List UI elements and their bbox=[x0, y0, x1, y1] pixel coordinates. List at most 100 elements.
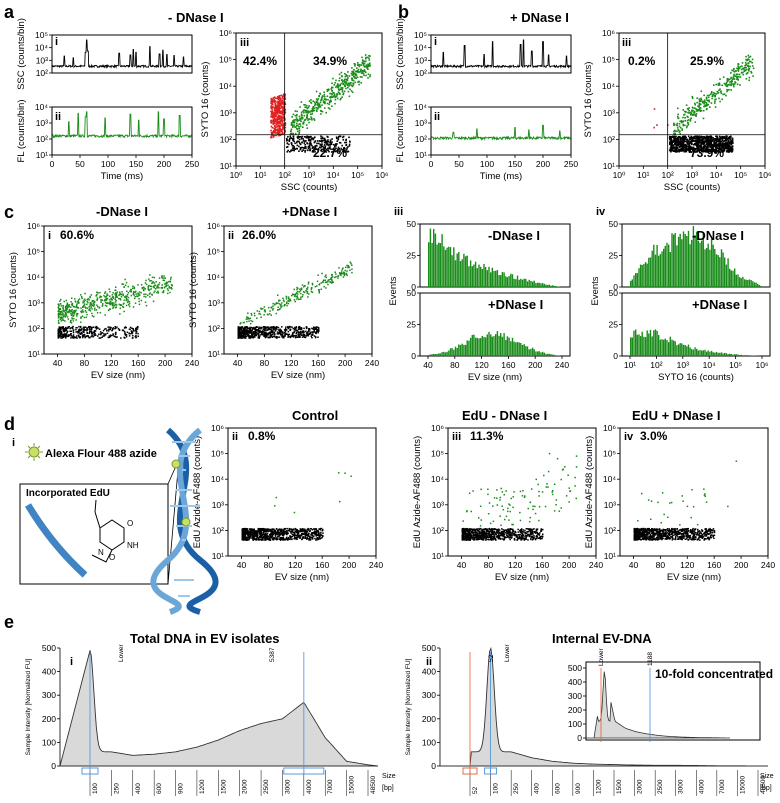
scatter-point bbox=[132, 292, 135, 294]
scatter-point bbox=[80, 307, 82, 309]
scatter-point bbox=[299, 125, 302, 127]
scatter-point bbox=[64, 312, 66, 314]
scatter-point bbox=[712, 146, 714, 149]
scatter-point bbox=[672, 144, 675, 146]
scatter-point bbox=[706, 99, 708, 102]
scatter-point bbox=[711, 147, 713, 149]
scatter-point bbox=[135, 330, 138, 333]
scatter-point bbox=[252, 336, 255, 338]
scatter-point bbox=[338, 73, 341, 76]
scatter-point bbox=[314, 147, 317, 149]
scatter-point bbox=[135, 328, 138, 331]
scatter-point bbox=[257, 336, 259, 339]
c-ii-x-tick-label: 80 bbox=[260, 358, 270, 368]
scatter-point bbox=[301, 295, 304, 298]
scatter-point bbox=[249, 322, 252, 325]
scatter-point bbox=[728, 89, 730, 91]
scatter-point bbox=[702, 138, 704, 140]
scatter-point bbox=[299, 290, 302, 292]
scatter-point bbox=[351, 264, 353, 266]
scatter-point bbox=[749, 60, 751, 63]
scatter-point bbox=[722, 145, 724, 147]
scatter-point bbox=[308, 327, 311, 330]
scatter-point bbox=[674, 140, 676, 143]
scatter-point bbox=[702, 149, 705, 152]
scatter-point bbox=[711, 150, 713, 153]
scatter-point bbox=[724, 142, 727, 144]
scatter-point bbox=[713, 84, 715, 86]
scatter-point bbox=[673, 123, 675, 126]
scatter-point bbox=[346, 150, 349, 153]
scatter-point bbox=[96, 299, 98, 301]
scatter-point bbox=[291, 149, 294, 152]
scatter-point bbox=[93, 330, 96, 332]
scatter-point bbox=[79, 326, 82, 328]
scatter-point bbox=[681, 150, 683, 152]
scatter-point bbox=[271, 103, 274, 106]
scatter-point bbox=[62, 315, 65, 318]
scatter-point bbox=[248, 532, 251, 535]
scatter-point bbox=[80, 316, 82, 318]
scatter-point bbox=[699, 110, 702, 112]
scatter-point bbox=[329, 108, 331, 110]
scatter-point bbox=[310, 135, 312, 138]
a-iii-y-axis-label: SYTO 16 (counts) bbox=[200, 62, 211, 138]
scatter-point bbox=[282, 125, 285, 127]
scatter-point bbox=[79, 333, 81, 335]
b-i-trace-line bbox=[430, 39, 572, 69]
scatter-point bbox=[136, 328, 139, 330]
scatter-point bbox=[269, 528, 271, 531]
scatter-point bbox=[77, 307, 79, 309]
scatter-point bbox=[742, 71, 744, 74]
scatter-point bbox=[96, 327, 98, 329]
scatter-point bbox=[336, 140, 339, 142]
scatter-point bbox=[284, 126, 287, 129]
scatter-point bbox=[319, 93, 322, 95]
scatter-point bbox=[703, 148, 705, 151]
scatter-point bbox=[270, 533, 272, 536]
scatter-point bbox=[108, 330, 110, 332]
scatter-point bbox=[270, 110, 272, 113]
scatter-point bbox=[273, 129, 275, 132]
scatter-point bbox=[336, 97, 339, 100]
scatter-point bbox=[717, 147, 719, 149]
scatter-point bbox=[671, 136, 673, 138]
scatter-point bbox=[726, 81, 728, 84]
scatter-point bbox=[99, 331, 102, 333]
scatter-point bbox=[84, 329, 86, 331]
scatter-point bbox=[270, 125, 273, 128]
scatter-point bbox=[115, 331, 117, 334]
scatter-point bbox=[115, 299, 117, 302]
b-i-y-tick-label: 10³ bbox=[415, 55, 427, 65]
scatter-point bbox=[135, 293, 137, 295]
scatter-point bbox=[251, 533, 254, 536]
scatter-point bbox=[269, 334, 271, 336]
scatter-point bbox=[288, 300, 290, 303]
scatter-point bbox=[309, 144, 311, 147]
scatter-point bbox=[86, 328, 88, 330]
scatter-point bbox=[347, 71, 349, 73]
scatter-point bbox=[65, 328, 67, 331]
scatter-point bbox=[287, 302, 290, 305]
scatter-point bbox=[281, 131, 284, 133]
scatter-point bbox=[710, 102, 713, 104]
scatter-point bbox=[358, 65, 361, 68]
scatter-point bbox=[170, 284, 173, 286]
scatter-point bbox=[707, 140, 709, 142]
scatter-point bbox=[140, 284, 143, 286]
scatter-point bbox=[113, 335, 115, 338]
scatter-point bbox=[699, 139, 701, 141]
scatter-point bbox=[327, 281, 329, 283]
scatter-point bbox=[702, 142, 705, 145]
scatter-point bbox=[750, 72, 753, 74]
scatter-point bbox=[324, 147, 326, 149]
scatter-point bbox=[264, 539, 266, 541]
scatter-point bbox=[297, 330, 299, 332]
scatter-point bbox=[123, 310, 125, 313]
scatter-point bbox=[271, 309, 274, 311]
scatter-point bbox=[90, 306, 92, 309]
scatter-point bbox=[284, 531, 286, 533]
scatter-point bbox=[345, 151, 347, 153]
scatter-point bbox=[276, 333, 279, 335]
scatter-point bbox=[317, 533, 319, 536]
